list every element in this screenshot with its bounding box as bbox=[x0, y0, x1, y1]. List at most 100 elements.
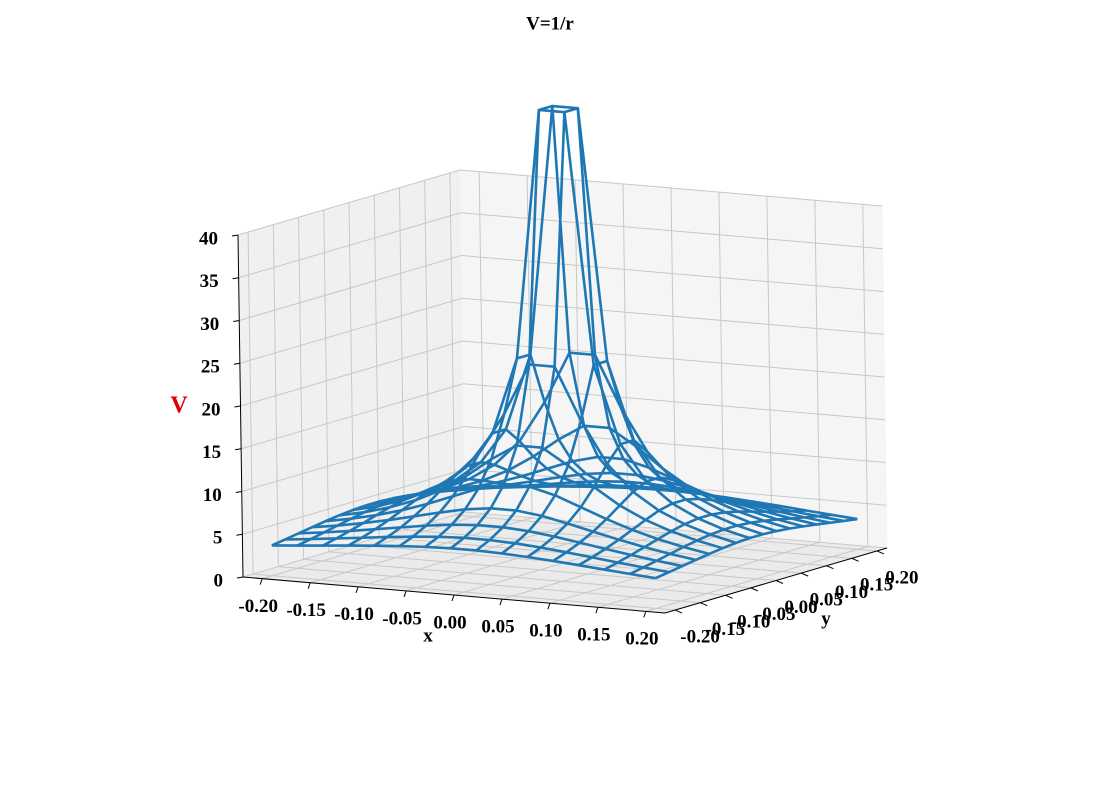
grid-line bbox=[242, 468, 465, 535]
wire-column bbox=[449, 104, 653, 550]
x-tick-mark bbox=[643, 611, 647, 618]
x-tick-mark bbox=[307, 582, 311, 589]
y-tick-label: 0.15 bbox=[860, 575, 893, 596]
wire-column bbox=[424, 353, 628, 548]
y-tick-label: -0.20 bbox=[680, 626, 720, 647]
x-axis-line bbox=[242, 576, 666, 614]
z-tick-label: 0 bbox=[214, 570, 224, 591]
z-tick-mark bbox=[235, 491, 242, 493]
x-tick-mark bbox=[499, 598, 503, 606]
y-tick-label: 0.10 bbox=[835, 582, 868, 603]
z-tick-label: 20 bbox=[202, 399, 221, 420]
z-tick-mark bbox=[233, 320, 240, 322]
wire-row bbox=[338, 444, 723, 550]
z-tick-mark bbox=[235, 448, 242, 451]
z-tick-mark bbox=[236, 533, 243, 536]
grid-line bbox=[328, 551, 751, 589]
y-tick-mark bbox=[750, 587, 758, 592]
y-tick-label: -0.15 bbox=[706, 619, 746, 640]
y-tick-label: 0.20 bbox=[885, 567, 918, 588]
grid-line bbox=[404, 529, 827, 567]
grid-line bbox=[238, 212, 461, 279]
z-tick-mark bbox=[232, 277, 239, 280]
grid-line bbox=[239, 255, 462, 321]
x-tick-label: 0.15 bbox=[577, 625, 610, 646]
wire-column bbox=[501, 359, 704, 555]
wire-column bbox=[654, 517, 858, 580]
grid-line bbox=[278, 566, 701, 604]
x-tick-mark bbox=[355, 586, 359, 593]
grid-line bbox=[461, 255, 884, 292]
grid-line bbox=[460, 212, 883, 250]
grid-line bbox=[462, 340, 885, 378]
y-tick-label: -0.05 bbox=[756, 604, 796, 625]
grid-line bbox=[240, 340, 463, 407]
wire-row bbox=[271, 544, 656, 580]
x-axis-label: x bbox=[423, 625, 433, 646]
z-axis-label: V bbox=[170, 393, 188, 419]
wire-row bbox=[392, 351, 777, 533]
x-tick-label: 0.10 bbox=[529, 621, 562, 642]
grid-line bbox=[463, 426, 886, 463]
y-axis-label: y bbox=[821, 608, 831, 629]
y-tick-mark bbox=[775, 580, 784, 584]
y-tick-mark bbox=[826, 565, 834, 570]
y-tick-mark bbox=[801, 572, 809, 577]
y-tick-mark bbox=[674, 609, 683, 614]
x-tick-label: 0.00 bbox=[433, 612, 466, 633]
z-axis-line bbox=[237, 234, 244, 578]
wireframe bbox=[271, 104, 858, 580]
x-tick-label: 0.05 bbox=[481, 616, 514, 637]
wire-row bbox=[285, 535, 670, 574]
wire-column bbox=[552, 476, 755, 563]
wire-column bbox=[629, 513, 832, 576]
y-tick-label: -0.10 bbox=[731, 612, 771, 633]
x-tick-mark bbox=[595, 607, 599, 614]
wire-column bbox=[577, 497, 781, 567]
z-tick-label: 10 bbox=[203, 485, 222, 506]
y-tick-label: 0.05 bbox=[810, 589, 843, 610]
z-tick-mark bbox=[231, 234, 239, 237]
wire-row bbox=[298, 523, 683, 568]
wire-row bbox=[312, 507, 697, 562]
wire-column bbox=[603, 509, 807, 571]
z-tick-mark bbox=[236, 576, 244, 579]
x-tick-mark bbox=[259, 578, 263, 585]
z-tick-label: 15 bbox=[202, 442, 221, 463]
grid-line bbox=[463, 383, 886, 421]
z-tick-label: 35 bbox=[200, 271, 219, 292]
wire-column bbox=[475, 106, 679, 552]
wire-row bbox=[406, 424, 791, 530]
x-tick-mark bbox=[547, 603, 551, 610]
x-tick-label: -0.20 bbox=[238, 596, 278, 617]
wire-column bbox=[322, 485, 525, 547]
y-tick-mark bbox=[851, 557, 859, 562]
y-tick-mark bbox=[725, 594, 733, 599]
grid-line bbox=[303, 558, 726, 596]
grid-line bbox=[237, 169, 461, 236]
z-tick-mark bbox=[233, 362, 240, 365]
wire-row bbox=[379, 104, 764, 536]
y-axis-line bbox=[664, 547, 888, 614]
wire-column bbox=[296, 485, 500, 547]
z-tick-mark bbox=[234, 405, 241, 408]
z-tick-label: 30 bbox=[200, 314, 219, 335]
chart-title: V=1/r bbox=[526, 13, 574, 34]
x-tick-label: -0.15 bbox=[286, 600, 326, 621]
grid-line bbox=[240, 383, 464, 450]
x-tick-label: 0.20 bbox=[625, 629, 658, 650]
z-tick-label: 25 bbox=[201, 357, 220, 378]
grid-line bbox=[459, 169, 883, 207]
x-tick-mark bbox=[403, 590, 407, 598]
x-tick-label: -0.10 bbox=[334, 604, 374, 625]
y-tick-mark bbox=[876, 550, 885, 555]
z-tick-label: 40 bbox=[199, 228, 218, 249]
grid-line bbox=[239, 297, 463, 364]
grid-line bbox=[379, 536, 802, 574]
y-tick-mark bbox=[700, 602, 708, 607]
x-tick-label: -0.05 bbox=[382, 608, 422, 629]
grid-line bbox=[241, 426, 464, 492]
y-tick-label: 0.00 bbox=[784, 597, 817, 618]
